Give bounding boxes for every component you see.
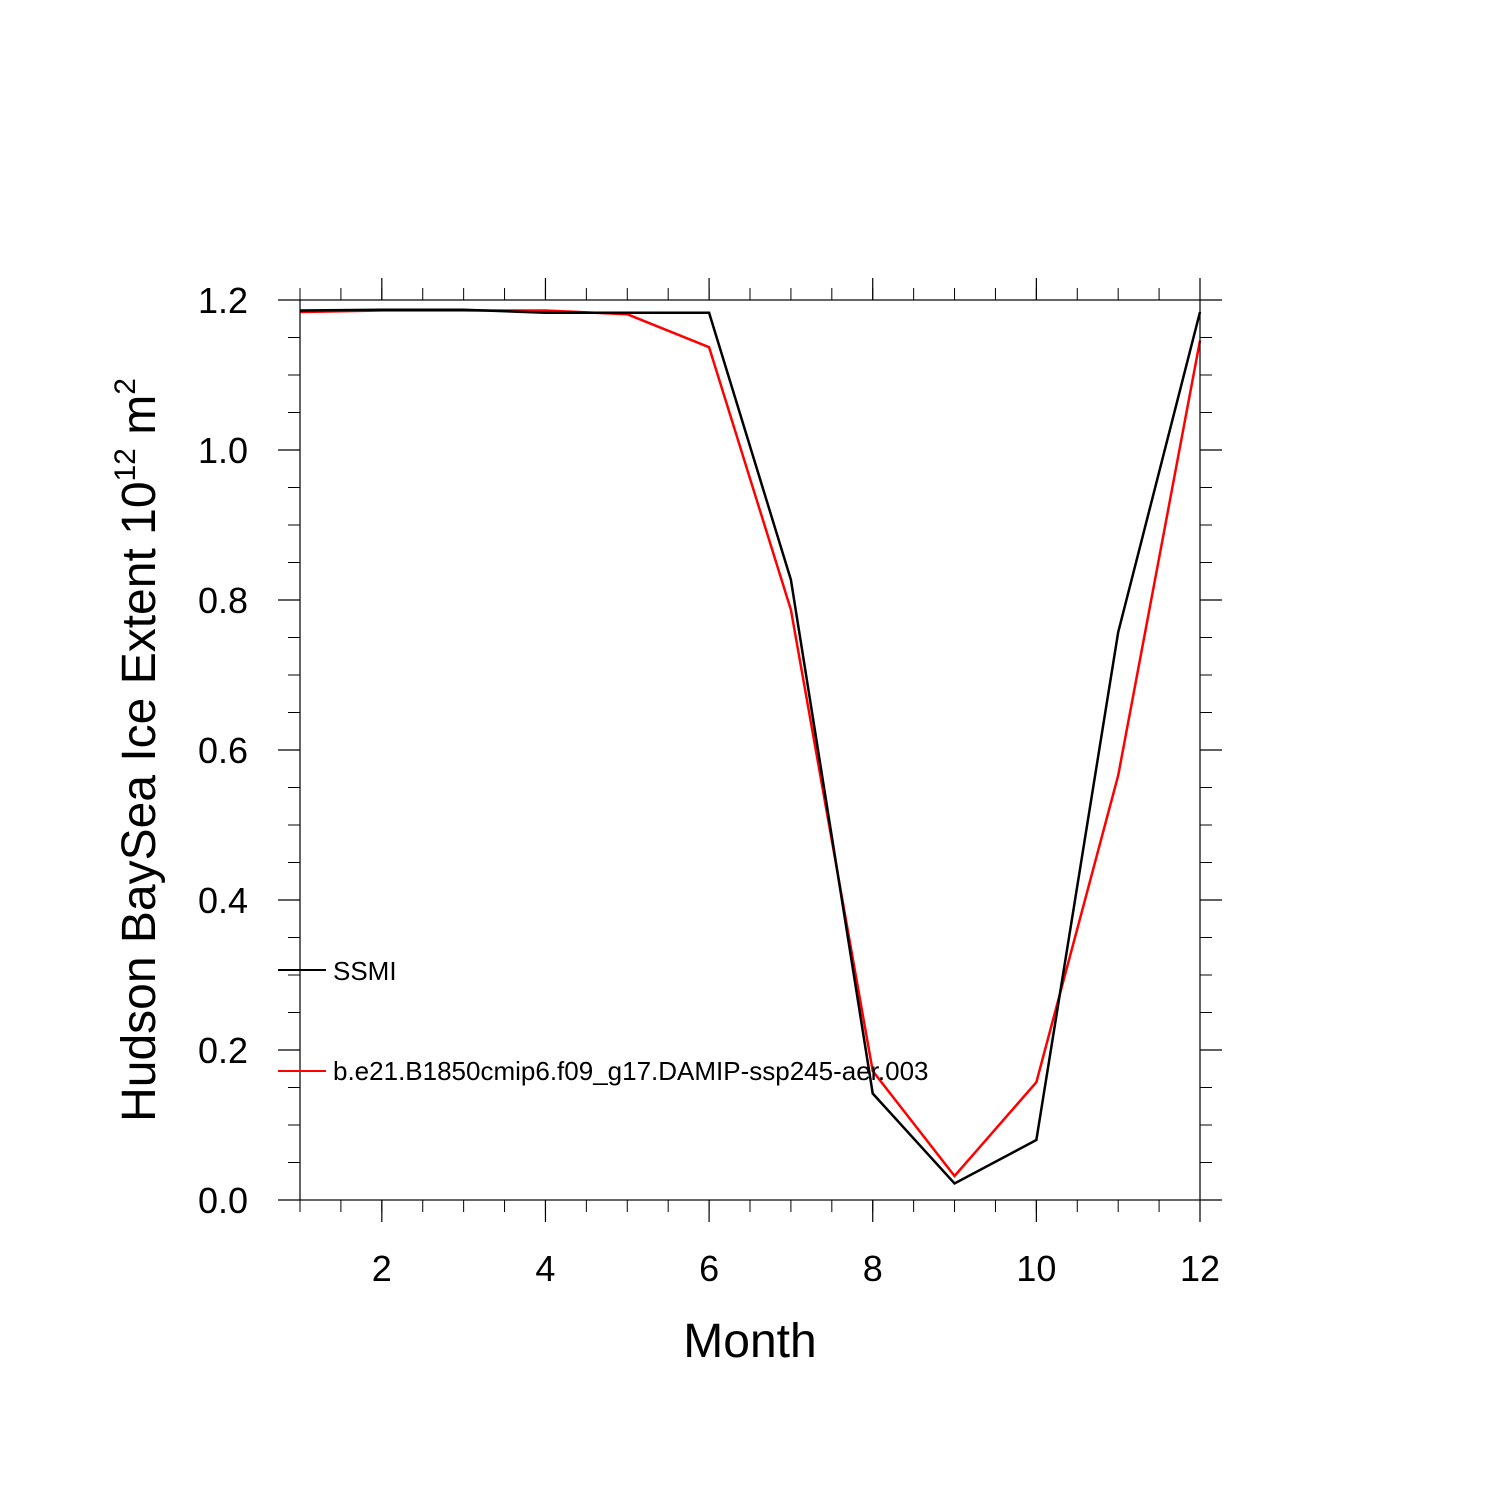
x-tick-label: 12 bbox=[1180, 1248, 1220, 1289]
legend: SSMI b.e21.B1850cmip6.f09_g17.DAMIP-ssp2… bbox=[278, 956, 929, 1086]
series-layer bbox=[299, 308, 1202, 1186]
series-line-ssmi bbox=[299, 308, 1202, 1186]
y-tick-label: 1.0 bbox=[198, 430, 248, 471]
x-tick-label: 4 bbox=[535, 1248, 555, 1289]
y-axis-title-exponent: 12 bbox=[109, 448, 142, 481]
x-tick-label: 8 bbox=[863, 1248, 883, 1289]
y-tick-label: 0.0 bbox=[198, 1180, 248, 1221]
legend-label-ssmi: SSMI bbox=[333, 956, 397, 986]
y-axis-title-main: Hudson BaySea Ice Extent 10 bbox=[113, 481, 166, 1121]
x-tick-label: 10 bbox=[1016, 1248, 1056, 1289]
x-tick-labels: 2 4 6 8 10 12 bbox=[372, 1248, 1220, 1289]
legend-label-model: b.e21.B1850cmip6.f09_g17.DAMIP-ssp245-ae… bbox=[333, 1056, 929, 1086]
y-tick-label: 0.4 bbox=[198, 880, 248, 921]
y-tick-label: 1.2 bbox=[198, 280, 248, 321]
y-axis-title: Hudson BaySea Ice Extent 1012 m2 bbox=[109, 378, 166, 1122]
x-tick-label: 2 bbox=[372, 1248, 392, 1289]
major-ticks bbox=[278, 278, 1222, 1222]
y-axis-title-unit: m bbox=[113, 395, 166, 448]
y-tick-label: 0.8 bbox=[198, 580, 248, 621]
x-tick-label: 6 bbox=[699, 1248, 719, 1289]
y-tick-labels: 0.0 0.2 0.4 0.6 0.8 1.0 1.2 bbox=[198, 280, 248, 1221]
y-axis-title-unit-exponent: 2 bbox=[109, 378, 142, 395]
y-tick-label: 0.2 bbox=[198, 1030, 248, 1071]
plot-frame bbox=[299, 299, 1201, 1201]
y-tick-label: 0.6 bbox=[198, 730, 248, 771]
x-axis-title: Month bbox=[683, 1315, 816, 1368]
